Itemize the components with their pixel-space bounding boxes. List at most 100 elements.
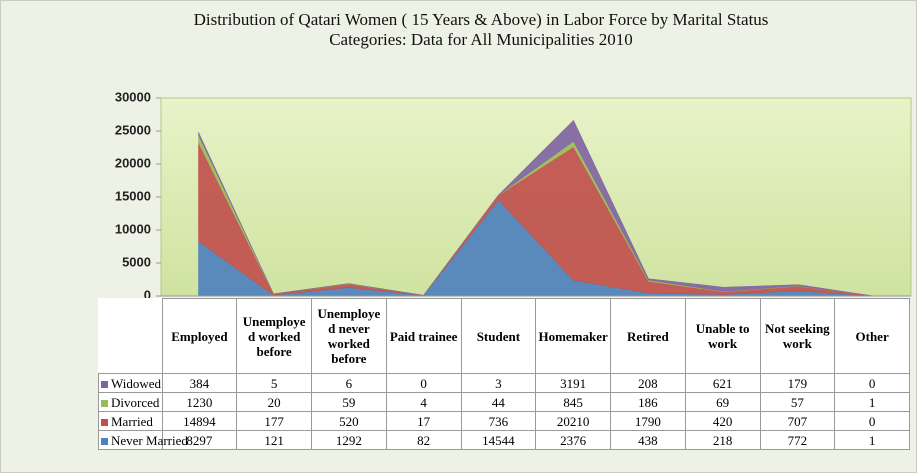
data-cell-text: 82 — [417, 432, 431, 448]
data-cell: 520 — [311, 411, 387, 431]
data-cell-text: 44 — [491, 394, 505, 410]
data-cell-text: 4 — [420, 394, 427, 410]
data-cell-text: 121 — [264, 432, 284, 448]
data-cell: 179 — [759, 373, 836, 393]
data-cell: 707 — [759, 411, 836, 431]
data-cell: 1292 — [311, 430, 387, 450]
data-cell: 772 — [759, 430, 836, 450]
legend-entry: Widowed — [98, 373, 163, 393]
data-cell-text: 177 — [264, 413, 284, 429]
data-cell: 121 — [236, 430, 312, 450]
data-cell-text: 17 — [417, 413, 431, 429]
data-cell-text: 384 — [189, 375, 210, 391]
data-cell: 208 — [610, 373, 686, 393]
table-row: Employed Unemployed worked before Unemploy… — [99, 298, 910, 374]
y-tick-label: 30000 — [115, 89, 151, 104]
data-cell-text: 20 — [267, 394, 281, 410]
legend-entry: Divorced — [98, 392, 163, 412]
data-cell-text: 1790 — [634, 413, 661, 429]
data-cell: 186 — [610, 392, 686, 412]
data-cell-text: 218 — [712, 432, 733, 448]
category-label: Retired — [610, 298, 686, 374]
y-tick-label: 5000 — [122, 254, 151, 269]
y-tick-label: 0 — [144, 287, 151, 298]
data-cell: 1790 — [610, 411, 686, 431]
data-cell-text: 8297 — [186, 432, 213, 448]
table-row: Married 14894 177 520 17 736 20210 1790 420 707 0 — [98, 411, 910, 431]
data-cell-text: 6 — [345, 375, 353, 391]
data-cell-text: 14894 — [183, 413, 216, 429]
data-cell: 1 — [834, 430, 910, 450]
data-cell-text: 772 — [787, 432, 808, 448]
legend-label: Married — [111, 413, 153, 429]
data-cell-text: 520 — [339, 413, 359, 429]
data-cell: 1 — [834, 392, 910, 412]
data-cell: 14894 — [161, 411, 238, 431]
category-label-text: Employed — [171, 328, 228, 344]
legend-entry: Married — [98, 411, 163, 431]
data-cell: 736 — [460, 411, 537, 431]
data-cell: 218 — [684, 430, 761, 450]
data-cell-text: 57 — [790, 394, 804, 410]
data-cell: 845 — [535, 392, 611, 412]
data-cell-text: 845 — [563, 394, 583, 410]
data-cell: 57 — [759, 392, 836, 412]
data-cell: 5 — [236, 373, 312, 393]
data-cell-text: 0 — [420, 375, 427, 391]
data-cell: 420 — [684, 411, 761, 431]
area — [198, 119, 874, 297]
legend-swatch — [101, 400, 108, 408]
category-label: Student — [460, 298, 537, 374]
data-cell-text: 1230 — [186, 394, 213, 410]
category-label: Employed — [161, 298, 238, 374]
legend-label: Widowed — [111, 375, 162, 391]
data-cell: 3191 — [535, 373, 611, 393]
category-label: Not seeking work — [759, 298, 836, 374]
table-row: Never Married 8297 121 1292 82 14544 2376 438 21… — [98, 430, 910, 450]
data-cell-text: 69 — [716, 394, 730, 410]
category-label-text: Unable to work — [695, 321, 750, 351]
data-cell-text: 736 — [488, 413, 509, 429]
chart-subtitle: Categories: Data for All Municipalities … — [329, 30, 633, 49]
data-cell-text: 0 — [868, 375, 876, 391]
corner-cell — [99, 299, 163, 374]
legend-swatch — [101, 438, 108, 446]
legend-entry: Never Married — [98, 430, 188, 450]
data-cell-text: 186 — [638, 394, 658, 410]
table-row: Widowed 384 5 6 0 3 3191 208 621 179 0 — [98, 373, 910, 393]
data-cell: 177 — [236, 411, 312, 431]
data-cell: 20210 — [535, 411, 611, 431]
data-cell-text: 1292 — [335, 432, 362, 448]
data-cell: 0 — [834, 373, 910, 393]
category-label-text: Other — [855, 328, 889, 344]
data-cell-text: 1 — [868, 432, 876, 448]
data-cell-text: 621 — [712, 375, 733, 391]
y-tick-label: 15000 — [115, 188, 151, 203]
category-label: Unable to work — [684, 298, 761, 374]
data-cell-text: 208 — [638, 375, 658, 391]
category-label: Homemaker — [535, 298, 611, 374]
chart-title: Distribution of Qatari Women ( 15 Years … — [194, 10, 769, 29]
category-label-text: Unemployed never worked before — [317, 306, 381, 366]
data-cell-text: 20210 — [556, 413, 590, 429]
data-cell-text: 179 — [787, 375, 808, 391]
data-cell-text: 3 — [495, 375, 502, 391]
data-cell: 1230 — [161, 392, 238, 412]
data-cell-text: 5 — [270, 375, 278, 391]
data-cell: 4 — [385, 392, 462, 412]
legend-label: Never Married — [111, 432, 188, 448]
category-label: Unemployed worked before — [236, 298, 312, 374]
data-cell-text: 14544 — [482, 432, 515, 448]
data-cell: 438 — [610, 430, 686, 450]
category-label-text: Homemaker — [538, 328, 608, 344]
data-cell: 59 — [311, 392, 387, 412]
category-label: Unemployed never worked before — [311, 298, 387, 374]
chart: Distribution of Qatari Women ( 15 Years … — [115, 10, 912, 298]
legend-label: Divorced — [111, 394, 160, 410]
legend-swatch — [101, 381, 108, 389]
legend-swatch — [101, 419, 108, 427]
data-cell: 2376 — [535, 430, 611, 450]
data-cell-text: 0 — [868, 413, 876, 429]
data-cell: 14544 — [460, 430, 537, 450]
category-label: Other — [834, 298, 910, 374]
